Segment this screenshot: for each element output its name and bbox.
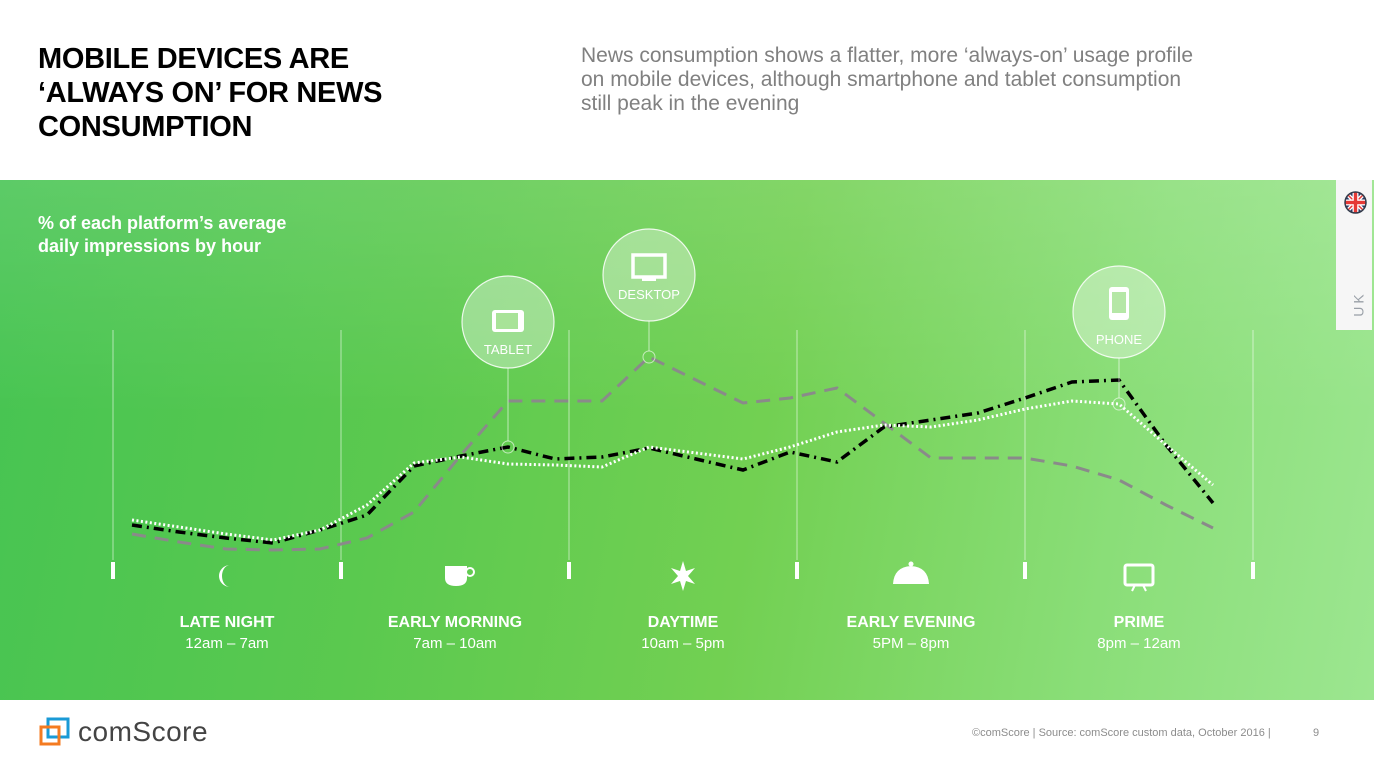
chart-title: % of each platform’s average daily impre… <box>38 213 287 256</box>
moon-icon <box>219 565 230 587</box>
tablet-icon <box>492 310 524 332</box>
callout-phone: PHONE <box>1072 265 1166 411</box>
brand-name: comScore <box>78 716 209 747</box>
daypart-label: EARLY MORNING 7am – 10am <box>355 614 555 652</box>
comscore-logo-icon <box>39 717 70 746</box>
daypart-tick <box>795 562 799 579</box>
daypart-time: 12am – 7am <box>185 635 269 652</box>
daypart-name: EARLY MORNING <box>387 614 523 631</box>
series-line-desktop <box>131 355 1214 552</box>
slide-title: MOBILE DEVICES ARE ‘ALWAYS ON’ FOR NEWS … <box>38 43 383 143</box>
daypart-tick <box>1251 562 1255 579</box>
uk-flag-icon <box>1344 191 1367 214</box>
series-line-phone <box>131 399 1214 542</box>
callout-label: DESKTOP <box>618 287 680 302</box>
daypart-name: LATE NIGHT <box>179 614 275 631</box>
dinner-cloche-icon <box>893 561 929 584</box>
daypart-name: EARLY EVENING <box>846 614 976 631</box>
chart-background <box>0 180 1374 700</box>
daypart-name: PRIME <box>1113 614 1165 631</box>
daypart-label: EARLY EVENING 5PM – 8pm <box>811 614 1011 652</box>
daypart-name: DAYTIME <box>647 614 719 631</box>
callout-marker <box>1112 397 1126 411</box>
daypart-label: DAYTIME 10am – 5pm <box>583 614 783 652</box>
daypart-tick <box>111 562 115 579</box>
desktop-monitor-icon <box>631 253 667 281</box>
tv-icon <box>1123 563 1155 592</box>
daypart-tick <box>339 562 343 579</box>
phone-icon <box>1109 287 1129 320</box>
daypart-tick <box>567 562 571 579</box>
callout-tablet: TABLET <box>461 275 555 454</box>
callout-bubble <box>602 228 696 322</box>
daypart-label: PRIME 8pm – 12am <box>1039 614 1239 652</box>
callout-marker <box>642 350 656 364</box>
callout-marker <box>501 440 515 454</box>
daypart-label: LATE NIGHT 12am – 7am <box>127 614 327 652</box>
daypart-time: 5PM – 8pm <box>872 635 950 652</box>
sun-icon <box>671 561 695 591</box>
daypart-time: 10am – 5pm <box>641 635 725 652</box>
page-number: 9 <box>1313 727 1320 739</box>
source-note: ©comScore | Source: comScore custom data… <box>972 727 1271 739</box>
callout-desktop: DESKTOP <box>602 228 696 364</box>
series-line-tablet <box>131 378 1215 545</box>
daypart-time: 8pm – 12am <box>1097 635 1181 652</box>
daypart-tick <box>1023 562 1027 579</box>
callout-label: TABLET <box>484 342 532 357</box>
slide-subtitle: News consumption shows a flatter, more ‘… <box>581 44 1194 115</box>
callout-label: PHONE <box>1096 332 1143 347</box>
coffee-cup-icon <box>445 566 475 586</box>
daypart-time: 7am – 10am <box>413 635 497 652</box>
